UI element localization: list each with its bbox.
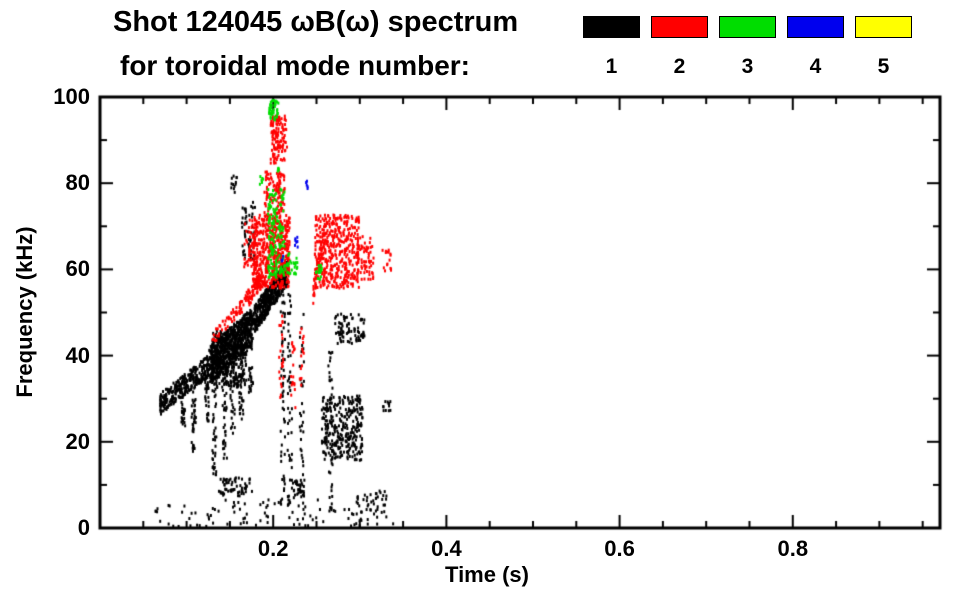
- x-tick-label: 0.6: [604, 536, 635, 561]
- y-tick-label: 0: [77, 515, 90, 540]
- y-tick-label: 80: [65, 170, 90, 196]
- legend-swatch-n5: [855, 16, 912, 38]
- legend-swatch-n3: [719, 16, 776, 38]
- x-axis-label: Time (s): [445, 562, 529, 587]
- x-tick-label: 0.2: [257, 536, 289, 561]
- figure-title: Shot 124045 ωB(ω) spectrum: [113, 6, 519, 38]
- y-axis-label: Frequency (kHz): [12, 226, 37, 398]
- legend-label-n1: 1: [605, 55, 618, 78]
- legend-swatch-n2: [651, 16, 708, 38]
- x-tick-label: 0.4: [431, 536, 462, 561]
- legend-label-n2: 2: [673, 55, 686, 78]
- y-tick-label: 40: [65, 342, 90, 368]
- legend-swatch-n4: [787, 16, 844, 38]
- legend-label-n3: 3: [741, 55, 754, 78]
- y-tick-label: 100: [53, 84, 90, 109]
- legend-label-n4: 4: [809, 55, 822, 78]
- legend-label-n5: 5: [877, 55, 890, 78]
- x-tick-label: 0.8: [777, 536, 809, 561]
- legend-swatch-n1: [583, 16, 640, 38]
- y-tick-label: 20: [65, 428, 90, 454]
- figure-subtitle: for toroidal mode number:: [120, 50, 470, 81]
- y-tick-label: 60: [65, 256, 90, 282]
